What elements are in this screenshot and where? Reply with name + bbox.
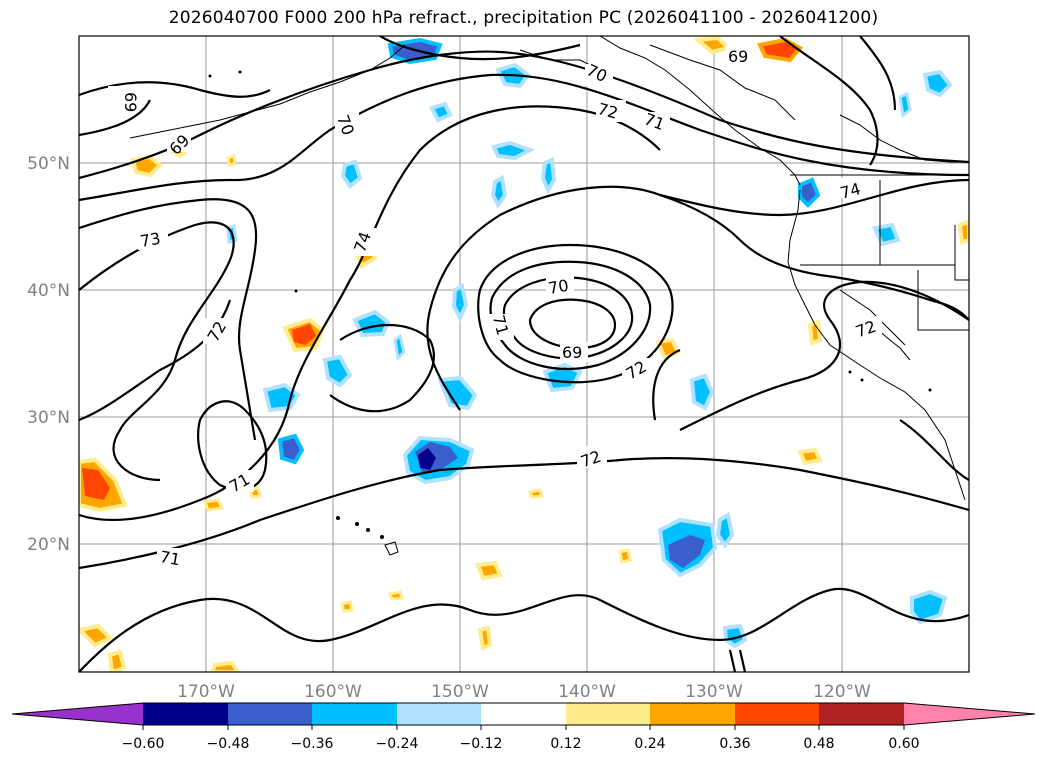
contour-label: 71 bbox=[158, 547, 181, 569]
lon-label: 170°W bbox=[177, 682, 235, 702]
lat-label: 40°N bbox=[27, 281, 70, 301]
lon-label: 130°W bbox=[685, 682, 743, 702]
lon-label: 140°W bbox=[558, 682, 616, 702]
colorbar-tick-label: 0.48 bbox=[803, 736, 834, 752]
contour-label: 71 bbox=[489, 313, 513, 338]
lat-label: 50°N bbox=[27, 154, 70, 174]
colorbar-segment bbox=[819, 703, 904, 725]
colorbar-tick-label: 0.60 bbox=[888, 736, 919, 752]
map-title: 2026040700 F000 200 hPa refract., precip… bbox=[168, 8, 879, 28]
colorbar-segment bbox=[143, 703, 228, 725]
colorbar-tick-label: 0.36 bbox=[719, 736, 750, 752]
contour-label: 74 bbox=[838, 179, 863, 203]
longitude-labels: 170°W 160°W 150°W 140°W 130°W 120°W bbox=[177, 682, 871, 702]
colorbar-segment bbox=[228, 703, 312, 725]
colorbar-segment bbox=[312, 703, 397, 725]
colorbar-extend-low bbox=[12, 703, 143, 725]
plot-area bbox=[79, 36, 969, 672]
islands bbox=[208, 70, 932, 556]
contour-labels: 69 69 69 70 70 70 71 71 71 71 72 72 72 7… bbox=[108, 45, 882, 569]
colorbar-tick-label: −0.60 bbox=[122, 736, 165, 752]
contour-label: 69 bbox=[121, 92, 140, 112]
colorbar-extend-high bbox=[904, 703, 1035, 725]
colorbar-tick-label: −0.12 bbox=[460, 736, 503, 752]
colorbar-tick-label: 0.24 bbox=[634, 736, 665, 752]
colorbar-tick-label: 0.12 bbox=[550, 736, 581, 752]
colorbar-segment bbox=[397, 703, 481, 725]
contour-label: 72 bbox=[596, 99, 621, 123]
contour-label: 69 bbox=[728, 47, 748, 66]
map-layers bbox=[79, 36, 969, 672]
lat-label: 20°N bbox=[27, 535, 70, 555]
colorbar-segment bbox=[566, 703, 650, 725]
lat-label: 30°N bbox=[27, 408, 70, 428]
contour-label: 70 bbox=[547, 276, 570, 298]
contour-label: 73 bbox=[139, 229, 162, 251]
contour-label: 69 bbox=[562, 343, 582, 362]
plot-frame bbox=[78, 35, 970, 673]
colorbar-segment bbox=[735, 703, 819, 725]
colorbar-segment bbox=[650, 703, 735, 725]
colorbar-tick-label: −0.36 bbox=[291, 736, 334, 752]
latitude-labels: 50°N 40°N 30°N 20°N bbox=[27, 154, 70, 555]
lon-label: 150°W bbox=[431, 682, 489, 702]
graticule bbox=[79, 36, 969, 672]
colorbar-tick-label: −0.48 bbox=[207, 736, 250, 752]
colorbar: −0.60 −0.48 −0.36 −0.24 −0.12 0.12 0.24 … bbox=[11, 702, 1036, 752]
colorbar-segment bbox=[481, 703, 566, 725]
lon-label: 120°W bbox=[813, 682, 871, 702]
colorbar-tick-label: −0.24 bbox=[376, 736, 419, 752]
lon-label: 160°W bbox=[304, 682, 362, 702]
